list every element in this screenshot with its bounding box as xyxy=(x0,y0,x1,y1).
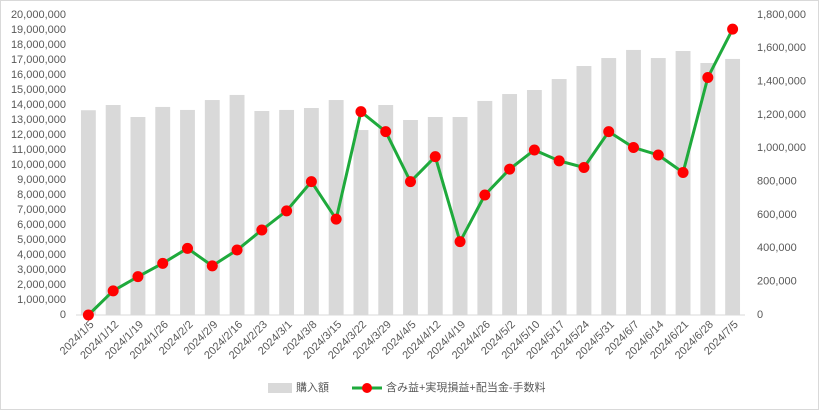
y-tick-label: 16,000,000 xyxy=(11,69,66,81)
bar xyxy=(576,66,592,315)
marker xyxy=(231,244,243,256)
bar xyxy=(105,105,121,315)
marker xyxy=(380,126,392,138)
bar xyxy=(675,51,691,315)
marker xyxy=(628,142,639,153)
y-tick-label: 2,000,000 xyxy=(17,279,66,291)
y-tick-label: 10,000,000 xyxy=(11,159,66,171)
bar xyxy=(502,94,518,315)
y-tick-label: 7,000,000 xyxy=(17,204,66,216)
bar xyxy=(328,100,344,315)
legend-label: 購入額 xyxy=(296,380,329,394)
y2-tick-label: 1,800,000 xyxy=(757,9,806,21)
bar xyxy=(526,90,542,315)
bar xyxy=(254,111,270,315)
y2-tick-label: 1,600,000 xyxy=(757,42,806,54)
y-tick-label: 18,000,000 xyxy=(11,39,66,51)
y2-tick-label: 200,000 xyxy=(757,276,797,288)
y2-tick-label: 600,000 xyxy=(757,209,797,221)
marker xyxy=(479,189,491,201)
y-tick-label: 5,000,000 xyxy=(17,234,66,246)
y-tick-label: 4,000,000 xyxy=(17,249,66,261)
marker xyxy=(652,149,664,161)
marker xyxy=(454,236,466,248)
legend-marker xyxy=(362,383,372,393)
marker xyxy=(305,176,317,188)
y-tick-label: 3,000,000 xyxy=(17,264,66,276)
y-tick-label: 0 xyxy=(60,309,66,321)
legend-label: 含み益+実現損益+配当金-手数料 xyxy=(386,380,546,394)
marker xyxy=(727,23,739,35)
y2-tick-label: 0 xyxy=(757,309,763,321)
marker xyxy=(429,151,441,163)
marker xyxy=(132,271,144,283)
y2-tick-label: 800,000 xyxy=(757,176,797,188)
marker xyxy=(256,224,268,236)
marker xyxy=(578,162,590,173)
bar xyxy=(700,63,716,315)
y-tick-label: 1,000,000 xyxy=(17,294,66,306)
bar xyxy=(650,58,666,316)
marker xyxy=(702,72,714,83)
y-tick-label: 13,000,000 xyxy=(11,114,66,126)
y2-tick-label: 1,000,000 xyxy=(757,142,806,154)
bar xyxy=(551,79,567,315)
legend-swatch xyxy=(268,383,292,393)
y-tick-label: 8,000,000 xyxy=(17,189,66,201)
marker xyxy=(330,213,342,225)
y2-tick-label: 1,400,000 xyxy=(757,76,806,88)
y-tick-label: 11,000,000 xyxy=(12,144,66,156)
bar xyxy=(626,49,641,315)
marker xyxy=(281,205,293,217)
marker xyxy=(528,144,540,156)
marker xyxy=(355,106,367,118)
y-tick-label: 6,000,000 xyxy=(17,219,66,231)
bar xyxy=(204,100,220,315)
marker xyxy=(504,163,516,175)
y-tick-label: 9,000,000 xyxy=(17,174,66,186)
bar xyxy=(180,109,195,315)
y-tick-label: 15,000,000 xyxy=(11,84,66,96)
marker xyxy=(157,257,169,269)
y2-tick-label: 1,200,000 xyxy=(757,109,806,121)
bar xyxy=(725,58,741,315)
marker xyxy=(206,260,218,272)
bar xyxy=(130,117,146,315)
marker xyxy=(553,155,565,167)
y-tick-label: 20,000,000 xyxy=(11,9,66,21)
marker xyxy=(107,285,119,297)
marker xyxy=(603,126,615,138)
bar xyxy=(80,110,96,315)
y-tick-label: 19,000,000 xyxy=(11,24,66,36)
bar xyxy=(303,108,319,315)
bar xyxy=(477,100,493,315)
y-tick-label: 14,000,000 xyxy=(11,99,66,111)
y-tick-label: 12,000,000 xyxy=(11,129,66,141)
bar xyxy=(601,58,617,316)
marker xyxy=(182,242,193,254)
bar xyxy=(229,94,245,315)
bar xyxy=(427,117,443,315)
bar xyxy=(403,120,418,315)
bar xyxy=(353,130,369,315)
y-tick-label: 17,000,000 xyxy=(11,54,66,66)
bar xyxy=(155,106,171,315)
y2-tick-label: 400,000 xyxy=(757,242,797,254)
marker xyxy=(677,167,689,178)
bar xyxy=(452,117,468,315)
marker xyxy=(82,309,94,321)
bar xyxy=(378,105,394,315)
marker xyxy=(405,176,416,188)
